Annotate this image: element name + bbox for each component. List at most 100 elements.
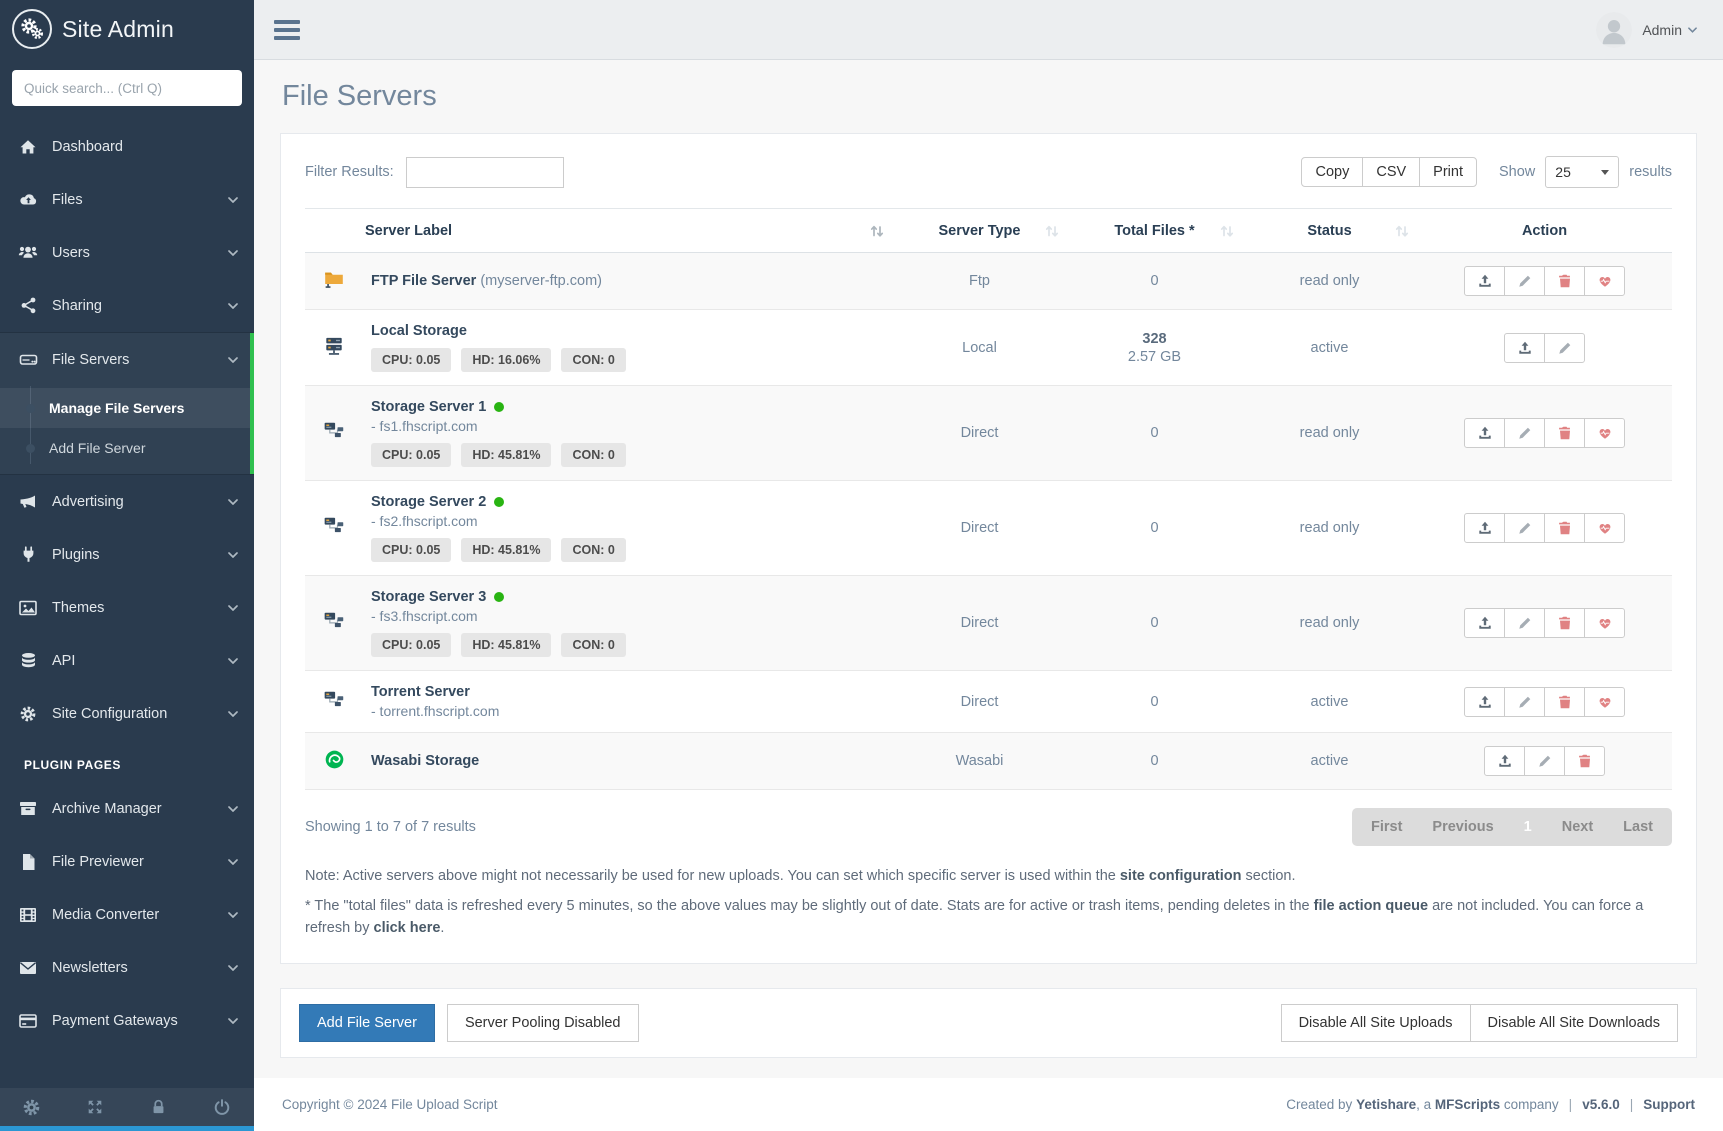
sidebar-item-file-previewer[interactable]: File Previewer bbox=[0, 835, 254, 888]
edit-button[interactable] bbox=[1504, 608, 1545, 638]
health-check-button[interactable] bbox=[1584, 418, 1625, 448]
user-menu[interactable]: Admin bbox=[1596, 11, 1697, 48]
sidebar-item-file-servers[interactable]: File Servers bbox=[0, 333, 254, 386]
quick-search-input[interactable] bbox=[12, 70, 242, 106]
server-type: Local bbox=[892, 309, 1067, 386]
site-configuration-link[interactable]: site configuration bbox=[1119, 868, 1242, 884]
upload-button[interactable] bbox=[1484, 746, 1525, 776]
disable-downloads-button[interactable]: Disable All Site Downloads bbox=[1469, 1004, 1678, 1043]
column-header-total-files[interactable]: Total Files * bbox=[1067, 208, 1242, 253]
print-button[interactable]: Print bbox=[1419, 157, 1477, 187]
column-header-server-label[interactable]: Server Label bbox=[363, 208, 892, 253]
sidebar-bottom-strip bbox=[0, 1126, 254, 1131]
column-header-server-type[interactable]: Server Type bbox=[892, 208, 1067, 253]
sidebar-item-archive-manager[interactable]: Archive Manager bbox=[0, 782, 254, 835]
chevron-down-icon bbox=[228, 710, 238, 717]
chevron-down-icon bbox=[228, 911, 238, 918]
fullscreen-button[interactable] bbox=[64, 1088, 128, 1126]
lock-button[interactable] bbox=[127, 1088, 191, 1126]
upload-button[interactable] bbox=[1464, 513, 1505, 543]
upload-button[interactable] bbox=[1464, 608, 1505, 638]
csv-button[interactable]: CSV bbox=[1362, 157, 1421, 187]
sidebar-item-payment-gateways[interactable]: Payment Gateways bbox=[0, 994, 254, 1047]
online-dot bbox=[494, 497, 505, 508]
edit-button[interactable] bbox=[1504, 418, 1545, 448]
menu-toggle-button[interactable] bbox=[274, 16, 300, 44]
page-size-select[interactable]: 25 bbox=[1545, 156, 1620, 188]
health-check-button[interactable] bbox=[1584, 686, 1625, 717]
filter-input[interactable] bbox=[405, 156, 564, 188]
server-pooling-button[interactable]: Server Pooling Disabled bbox=[446, 1004, 639, 1043]
sidebar-item-dashboard[interactable]: Dashboard bbox=[0, 120, 254, 173]
support-link[interactable]: Support bbox=[1643, 1097, 1695, 1112]
server-name: Storage Server 1 bbox=[371, 399, 487, 415]
delete-button[interactable] bbox=[1564, 746, 1605, 776]
file-action-queue-link[interactable]: file action queue bbox=[1313, 897, 1429, 914]
sidebar-item-api[interactable]: API bbox=[0, 634, 254, 687]
total-files: 328 bbox=[1142, 330, 1167, 347]
sidebar-item-site-configuration[interactable]: Site Configuration bbox=[0, 687, 254, 740]
pagination-first[interactable]: First bbox=[1370, 819, 1403, 835]
refresh-click-here-link[interactable]: click here bbox=[373, 919, 441, 936]
status-text: active bbox=[1242, 309, 1417, 386]
copy-button[interactable]: Copy bbox=[1301, 157, 1364, 187]
delete-button[interactable] bbox=[1544, 608, 1585, 638]
edit-button[interactable] bbox=[1504, 266, 1545, 296]
health-check-button[interactable] bbox=[1584, 266, 1625, 296]
sort-icon bbox=[1220, 225, 1234, 237]
chevron-down-icon bbox=[228, 302, 238, 309]
edit-button[interactable] bbox=[1544, 332, 1585, 363]
sidebar-item-sharing[interactable]: Sharing bbox=[0, 279, 254, 332]
chevron-down-icon bbox=[228, 604, 238, 611]
upload-button[interactable] bbox=[1464, 266, 1505, 296]
version-text: v5.6.0 bbox=[1582, 1097, 1620, 1112]
upload-button[interactable] bbox=[1504, 332, 1545, 363]
server-type: Direct bbox=[892, 480, 1067, 576]
upload-button[interactable] bbox=[1464, 686, 1505, 717]
sidebar-subitem-manage-file-servers[interactable]: Manage File Servers bbox=[0, 388, 254, 428]
online-dot bbox=[494, 402, 505, 413]
con-badge: CON: 0 bbox=[561, 538, 626, 562]
add-file-server-button[interactable]: Add File Server bbox=[299, 1004, 435, 1043]
server-host: (myserver-ftp.com) bbox=[480, 273, 602, 289]
server-name: FTP File Server bbox=[371, 273, 477, 289]
pagination-next[interactable]: Next bbox=[1561, 819, 1594, 835]
total-files: 0 bbox=[1067, 252, 1242, 310]
power-button[interactable] bbox=[191, 1088, 255, 1126]
sidebar-item-newsletters[interactable]: Newsletters bbox=[0, 941, 254, 994]
delete-button[interactable] bbox=[1544, 418, 1585, 448]
mfscripts-link[interactable]: MFScripts bbox=[1434, 1097, 1501, 1112]
sidebar-item-files[interactable]: Files bbox=[0, 173, 254, 226]
delete-button[interactable] bbox=[1544, 686, 1585, 717]
yetishare-link[interactable]: Yetishare bbox=[1356, 1097, 1417, 1112]
delete-button[interactable] bbox=[1544, 266, 1585, 296]
sidebar-item-media-converter[interactable]: Media Converter bbox=[0, 888, 254, 941]
sidebar-menu: Dashboard Files Users Sharing File bbox=[0, 120, 254, 1088]
pagination-previous[interactable]: Previous bbox=[1432, 819, 1494, 835]
disable-uploads-button[interactable]: Disable All Site Uploads bbox=[1280, 1004, 1471, 1043]
home-icon bbox=[17, 138, 39, 156]
sidebar-item-plugins[interactable]: Plugins bbox=[0, 528, 254, 581]
app-logo[interactable]: Site Admin bbox=[0, 0, 254, 58]
avatar bbox=[1596, 11, 1633, 48]
gears-logo-icon bbox=[12, 9, 52, 49]
pagination-last[interactable]: Last bbox=[1623, 819, 1653, 835]
sidebar-subitem-add-file-server[interactable]: Add File Server bbox=[0, 428, 254, 468]
health-check-button[interactable] bbox=[1584, 608, 1625, 638]
credit-card-icon bbox=[17, 1013, 39, 1028]
column-header-status[interactable]: Status bbox=[1242, 208, 1417, 253]
edit-button[interactable] bbox=[1504, 686, 1545, 717]
sidebar-item-users[interactable]: Users bbox=[0, 226, 254, 279]
sidebar-item-advertising[interactable]: Advertising bbox=[0, 475, 254, 528]
edit-button[interactable] bbox=[1504, 513, 1545, 543]
total-files: 0 bbox=[1067, 575, 1242, 671]
health-check-button[interactable] bbox=[1584, 513, 1625, 543]
edit-button[interactable] bbox=[1524, 746, 1565, 776]
upload-button[interactable] bbox=[1464, 418, 1505, 448]
chevron-down-icon bbox=[228, 964, 238, 971]
pagination-current-page[interactable]: 1 bbox=[1523, 819, 1532, 835]
settings-gear-button[interactable] bbox=[0, 1088, 64, 1126]
delete-button[interactable] bbox=[1544, 513, 1585, 543]
sidebar-item-themes[interactable]: Themes bbox=[0, 581, 254, 634]
